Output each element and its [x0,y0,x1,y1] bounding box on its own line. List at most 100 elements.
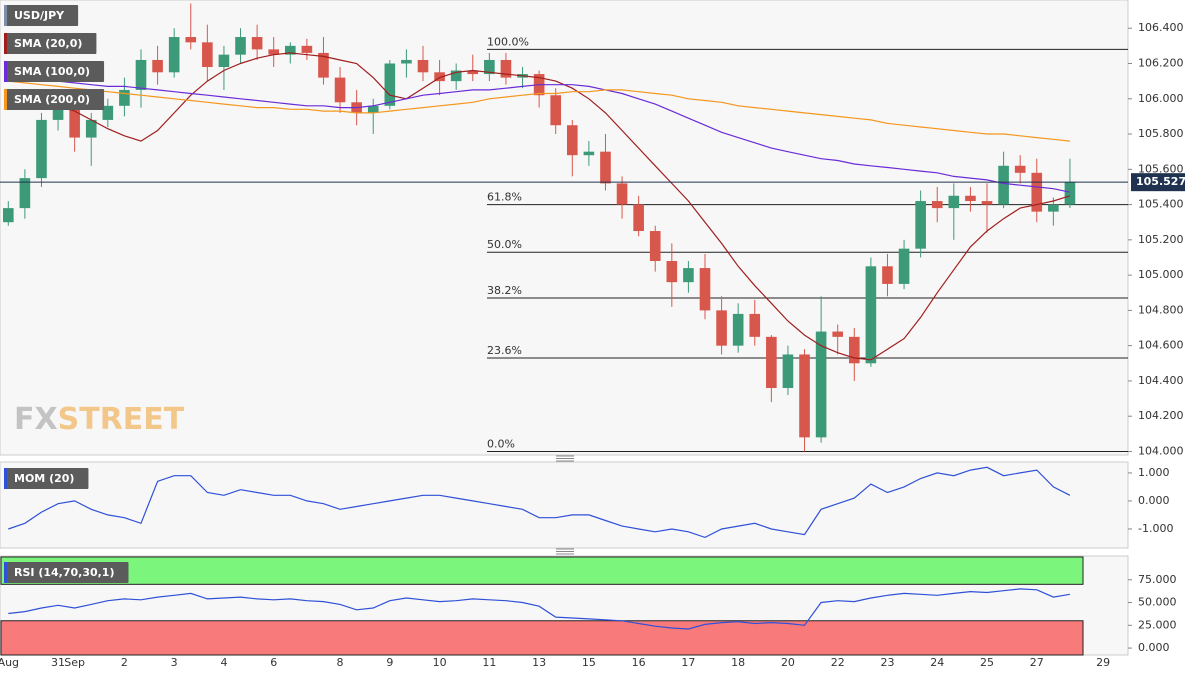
overbought-band [0,556,1084,585]
candle-body [948,195,960,209]
candle-body [268,49,280,55]
candle-body [1048,204,1059,212]
candle-body [235,37,246,55]
legend-entry: MOM (20) [4,468,89,489]
candle-body [202,42,213,68]
y-tick-label: 106.200 [1138,56,1184,69]
y-tick-label: 105.600 [1138,162,1184,175]
candle-body [367,105,379,113]
candle-body [815,331,827,438]
candle-body [218,54,230,68]
fib-label: 50.0% [487,238,522,251]
legend-label: SMA (200,0) [14,93,90,106]
candle-body [898,248,910,284]
watermark-street: STREET [58,402,185,437]
legend-box [4,5,79,26]
x-tick-label: 20 [781,656,795,669]
candle-body [666,261,678,283]
x-tick-label: Sep [64,656,85,669]
mom-panel [0,461,1129,549]
candle-body [69,107,80,138]
candle-body [119,89,130,106]
legend-entry: USD/JPY [4,5,79,26]
legend-swatch [4,562,7,583]
legend-box [4,89,105,110]
candle-body [931,201,943,209]
y-tick-label: 106.000 [1138,92,1184,105]
candle-body [600,151,611,184]
candle-body [998,165,1009,205]
legend-label: SMA (20,0) [14,37,82,50]
candle-body [749,313,761,337]
candle-body [782,354,794,388]
x-tick-label: Aug [0,656,19,669]
candle-body [417,59,429,73]
x-tick-label: 15 [582,656,596,669]
x-tick-label: 4 [220,656,227,669]
legend-entry: RSI (14,70,30,1) [4,562,129,583]
candle-body [732,313,744,346]
legend-swatch [4,468,7,489]
candle-body [616,183,628,205]
x-tick-label: 11 [482,656,496,669]
candle-body [434,72,445,82]
candle-body [1014,165,1026,173]
x-tick-label: 23 [880,656,894,669]
panel-grip[interactable] [556,455,574,462]
fib-label: 23.6% [487,344,522,357]
legend-box [4,33,97,54]
candle-body [981,201,993,205]
y-tick-label: 104.200 [1138,409,1184,422]
candle-body [2,208,14,223]
y-tick-label: 104.800 [1138,303,1184,316]
x-tick-label: 17 [681,656,695,669]
panel-grip[interactable] [556,548,574,555]
candle-body [965,195,976,202]
x-tick-label: 10 [433,656,447,669]
x-tick-label: 29 [1096,656,1110,669]
y-tick-label: 1.000 [1138,466,1170,479]
candle-body [484,59,495,75]
legend-swatch [4,61,7,82]
candle-body [633,204,644,232]
x-tick-label: 13 [532,656,546,669]
x-tick-label: 8 [337,656,344,669]
legend-swatch [4,5,7,26]
candle-body [799,354,810,438]
candle-body [85,119,97,138]
watermark: FXSTREET [14,402,185,437]
legend-label: SMA (100,0) [14,65,90,78]
y-tick-label: 105.800 [1138,127,1184,140]
y-tick-label: 105.000 [1138,268,1184,281]
legend-entry: SMA (20,0) [4,33,97,54]
legend-entry: SMA (100,0) [4,61,105,82]
legend-box [4,562,129,583]
y-tick-label: -1.000 [1138,522,1173,535]
x-tick-label: 16 [632,656,646,669]
candle-body [19,178,31,209]
x-tick-label: 18 [731,656,745,669]
fib-label: 100.0% [487,35,529,48]
last-price-label: 105.527 [1136,175,1186,188]
candle-body [915,201,926,249]
candle-body [52,107,64,120]
y-tick-label: 104.600 [1138,339,1184,352]
candle-body [251,37,263,50]
x-tick-label: 24 [930,656,944,669]
candle-body [848,336,860,364]
candle-body [334,77,346,103]
candle-body [301,45,313,53]
y-tick-label: 25.000 [1138,618,1177,631]
x-tick-label: 9 [386,656,393,669]
legend-label: MOM (20) [14,472,74,485]
candle-body [401,59,412,64]
candle-body [450,70,462,82]
y-tick-label: 106.400 [1138,21,1184,34]
candle-body [566,125,578,156]
series-line [8,77,1071,193]
y-tick-label: 0.000 [1138,494,1170,507]
y-tick-label: 104.400 [1138,374,1184,387]
series-line [8,466,1071,539]
x-tick-label: 6 [270,656,277,669]
